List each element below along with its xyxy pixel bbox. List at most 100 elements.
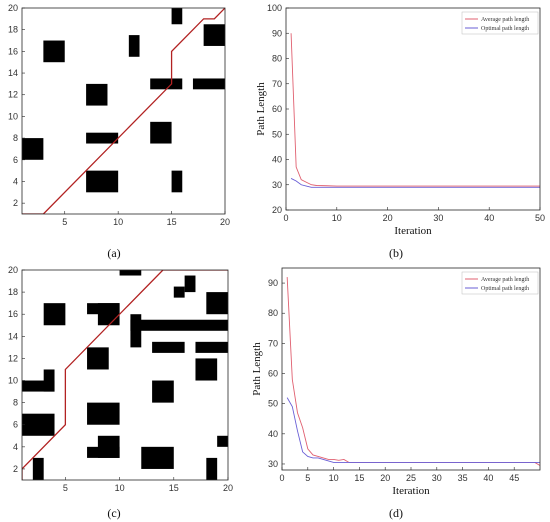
x-tick-label: 20 — [380, 473, 390, 483]
y-tick-label: 10 — [8, 111, 18, 121]
y-tick-label: 90 — [268, 278, 278, 288]
obstacle — [195, 341, 228, 353]
x-tick-label: 15 — [354, 473, 364, 483]
obstacle — [32, 457, 44, 480]
obstacle — [119, 270, 142, 276]
obstacle — [128, 35, 140, 57]
x-tick-label: 5 — [62, 217, 67, 227]
panel-label-d: (d) — [389, 506, 403, 520]
y-tick-label: 6 — [13, 155, 18, 165]
x-tick-label: 50 — [535, 213, 545, 223]
obstacle — [173, 286, 185, 298]
obstacle — [171, 8, 183, 25]
obstacle — [171, 170, 183, 193]
obstacle — [152, 341, 185, 353]
y-tick-label: 14 — [8, 68, 18, 78]
y-tick-label: 30 — [272, 180, 282, 190]
panel-d-chart: Average path length Optimal path length It… — [251, 267, 541, 497]
panel-c-map: 5 10 15 20 2 4 6 8 10 12 14 16 18 20 — [8, 265, 233, 493]
optimal-path-length-line — [286, 397, 540, 463]
y-axis-label: Path Length — [255, 82, 267, 136]
map-area — [22, 8, 225, 214]
x-tick-label: 5 — [305, 473, 310, 483]
y-tick-label: 30 — [268, 459, 278, 469]
obstacle — [87, 347, 109, 370]
y-tick-label: 70 — [268, 338, 278, 348]
y-tick-label: 80 — [268, 308, 278, 318]
legend-box — [461, 11, 539, 35]
obstacle — [86, 132, 119, 144]
robot-path — [22, 8, 225, 214]
y-tick-label: 80 — [272, 54, 282, 64]
obstacle — [22, 380, 55, 392]
obstacle — [22, 138, 44, 160]
panel-label-b: (b) — [389, 246, 403, 260]
panel-label-c: (c) — [107, 506, 120, 520]
obstacle — [43, 369, 55, 392]
axes-frame — [285, 7, 541, 211]
axes-frame — [281, 267, 541, 471]
panel-a-map: 5 10 15 20 2 4 6 8 10 12 14 16 18 20 — [8, 3, 230, 227]
x-tick-label: 40 — [483, 473, 493, 483]
x-tick-label: 20 — [220, 217, 230, 227]
obstacle — [97, 303, 120, 326]
panel-label-a: (a) — [107, 246, 120, 260]
obstacle — [195, 358, 218, 381]
x-tick-label: 15 — [169, 483, 179, 493]
y-tick-label: 2 — [13, 198, 18, 208]
legend-label: Optimal path length — [481, 286, 529, 292]
y-tick-label: 70 — [272, 79, 282, 89]
obstacle — [43, 303, 66, 326]
optimal-path-length-line — [290, 178, 540, 188]
obstacle — [130, 319, 228, 331]
y-tick-label: 18 — [8, 25, 18, 35]
obstacle — [206, 457, 218, 480]
plot-area — [286, 277, 540, 466]
obstacle — [43, 40, 65, 63]
y-tick-label: 40 — [272, 155, 282, 165]
panel-b-chart: Average path length Optimal path length It… — [255, 3, 545, 237]
y-tick-label: 10 — [8, 376, 18, 386]
map-area — [22, 270, 228, 480]
x-tick-label: 30 — [432, 473, 442, 483]
y-tick-label: 90 — [272, 28, 282, 38]
y-tick-label: 14 — [8, 331, 18, 341]
x-tick-label: 15 — [167, 217, 177, 227]
y-tick-label: 12 — [8, 90, 18, 100]
x-axis-label: Iteration — [392, 485, 430, 497]
average-path-length-line — [286, 277, 540, 466]
obstacle — [152, 380, 174, 403]
x-tick-label: 45 — [509, 473, 519, 483]
obstacle — [203, 24, 225, 46]
y-tick-label: 8 — [13, 398, 18, 408]
x-tick-label: 35 — [458, 473, 468, 483]
legend-label: Average path length — [481, 277, 529, 283]
obstacle — [206, 292, 228, 315]
average-path-length-line — [290, 33, 540, 187]
obstacle — [22, 413, 55, 436]
x-tick-label: 0 — [283, 213, 288, 223]
y-tick-label: 8 — [13, 133, 18, 143]
y-tick-label: 16 — [8, 309, 18, 319]
axes-frame — [21, 269, 229, 481]
obstacle — [86, 83, 108, 106]
obstacle — [87, 402, 120, 425]
y-tick-label: 12 — [8, 353, 18, 363]
y-tick-label: 50 — [268, 399, 278, 409]
legend-box — [461, 271, 539, 295]
y-tick-label: 2 — [13, 464, 18, 474]
axes-frame — [21, 7, 226, 215]
x-tick-label: 5 — [63, 483, 68, 493]
obstacle — [141, 446, 174, 469]
y-tick-label: 20 — [272, 205, 282, 215]
obstacle — [192, 78, 225, 90]
y-tick-label: 60 — [272, 104, 282, 114]
obstacle — [184, 275, 196, 293]
x-tick-label: 20 — [383, 213, 393, 223]
x-tick-label: 10 — [329, 473, 339, 483]
x-axis-label: Iteration — [394, 225, 432, 237]
y-tick-label: 18 — [8, 287, 18, 297]
x-tick-label: 10 — [115, 483, 125, 493]
obstacle — [86, 170, 119, 193]
